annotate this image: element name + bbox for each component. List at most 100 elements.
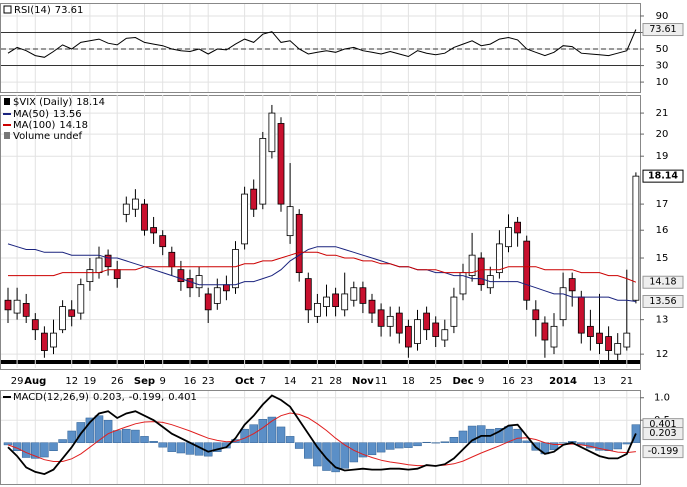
candle-body <box>414 319 421 344</box>
histogram-bar <box>112 430 122 443</box>
candle-body <box>505 227 512 248</box>
candle-body <box>423 312 431 331</box>
value-badge <box>642 169 684 183</box>
x-tick-label: 28 <box>329 376 342 387</box>
legend-text: $VIX (Daily) <box>13 97 72 108</box>
histogram-bar <box>149 441 158 443</box>
x-tick-label: 13 <box>593 376 606 387</box>
histogram-bar <box>94 415 104 443</box>
candle-body <box>559 287 567 321</box>
y-tick-label: 15 <box>656 253 669 264</box>
histogram-bar <box>140 436 149 443</box>
candle-body <box>596 332 603 344</box>
candle-body <box>268 112 276 153</box>
value-badge-text: 18.14 <box>648 171 678 182</box>
histogram-bar <box>213 442 222 452</box>
price-panel <box>0 95 641 370</box>
candle-body <box>313 303 321 317</box>
histogram-bar <box>358 442 368 458</box>
y-tick-label: 50 <box>656 44 669 55</box>
candle-body <box>495 243 503 274</box>
candle-body <box>377 309 385 327</box>
histogram-bar <box>458 430 468 443</box>
candle-body <box>295 213 303 274</box>
volume-baseline <box>1 360 640 364</box>
series-line <box>7 243 636 302</box>
histogram-bar <box>85 417 95 443</box>
candle-body <box>332 293 340 308</box>
legend-text: 0.203, <box>93 392 125 403</box>
x-tick-label: 23 <box>202 376 215 387</box>
candle-body <box>577 296 585 334</box>
candle-body <box>323 296 330 308</box>
x-tick-label: 9 <box>478 376 484 387</box>
y-tick-label: 30 <box>656 61 669 72</box>
y-tick-label: 19 <box>656 151 669 162</box>
histogram-bar <box>294 442 304 449</box>
legend-text: MA(50) <box>13 109 49 120</box>
x-tick-label: Dec <box>452 376 473 387</box>
histogram-bar <box>385 442 395 450</box>
candle-body <box>213 287 221 304</box>
candle-body <box>195 275 203 289</box>
candle-body <box>286 206 294 237</box>
legend-text: 14.18 <box>59 120 88 131</box>
histogram-bar <box>58 439 67 443</box>
value-badge <box>642 275 684 289</box>
macd-panel <box>0 390 641 485</box>
value-badge-text: 73.61 <box>649 24 676 35</box>
x-tick-label: 18 <box>402 376 415 387</box>
candle-body <box>359 287 367 304</box>
candle-body <box>523 240 531 301</box>
candle-body <box>95 257 103 274</box>
y-tick-label: 1.0 <box>654 393 670 404</box>
histogram-bar <box>404 442 413 448</box>
histogram-bar <box>413 442 422 447</box>
candle-body <box>150 227 158 234</box>
candle-body <box>50 332 57 348</box>
legend-text: MACD(12,26,9) <box>13 392 89 403</box>
value-badge-text: 13.56 <box>649 296 676 307</box>
candle-body <box>368 299 376 314</box>
histogram-bar <box>467 425 477 443</box>
candle-body <box>77 284 85 314</box>
histogram-bar <box>340 442 349 469</box>
x-tick-label: 23 <box>520 376 533 387</box>
x-tick-label: 12 <box>65 376 78 387</box>
candle-body <box>541 322 549 341</box>
candle-body <box>587 325 594 337</box>
legend-text: 0.401 <box>168 392 197 403</box>
histogram-bar <box>495 428 504 443</box>
candle-body <box>259 138 267 205</box>
candle-body <box>450 296 458 327</box>
value-badge-text: 0.203 <box>649 428 676 439</box>
candle-body <box>204 293 212 311</box>
candle-body <box>514 221 521 234</box>
value-badge-text: 14.18 <box>649 277 676 288</box>
y-tick-label: 10 <box>656 77 669 88</box>
histogram-bar <box>313 442 322 467</box>
legend-text: 73.61 <box>55 5 84 16</box>
y-tick-label: 90 <box>656 11 669 22</box>
y-tick-label: 17 <box>656 199 669 210</box>
candle-body <box>22 303 30 317</box>
histogram-bar <box>304 442 313 459</box>
legend-text: Volume undef <box>13 131 83 142</box>
candle-body <box>341 293 349 311</box>
candle-body <box>277 123 285 205</box>
x-tick-label: 21 <box>311 376 324 387</box>
y-tick-label: 20 <box>656 129 669 140</box>
legend-icon <box>4 132 10 139</box>
x-tick-label: 7 <box>260 376 266 387</box>
candle-body <box>68 309 76 317</box>
histogram-bar <box>285 436 295 443</box>
legend-text: MA(100) <box>13 120 55 131</box>
x-tick-label: Sep <box>134 376 155 387</box>
x-tick-label: 25 <box>429 376 442 387</box>
value-badge <box>642 427 684 441</box>
histogram-bar <box>40 442 49 458</box>
candle-body <box>614 343 622 355</box>
legend-text: 13.56 <box>53 109 82 120</box>
value-badge <box>642 445 684 459</box>
histogram-bar <box>367 442 377 456</box>
